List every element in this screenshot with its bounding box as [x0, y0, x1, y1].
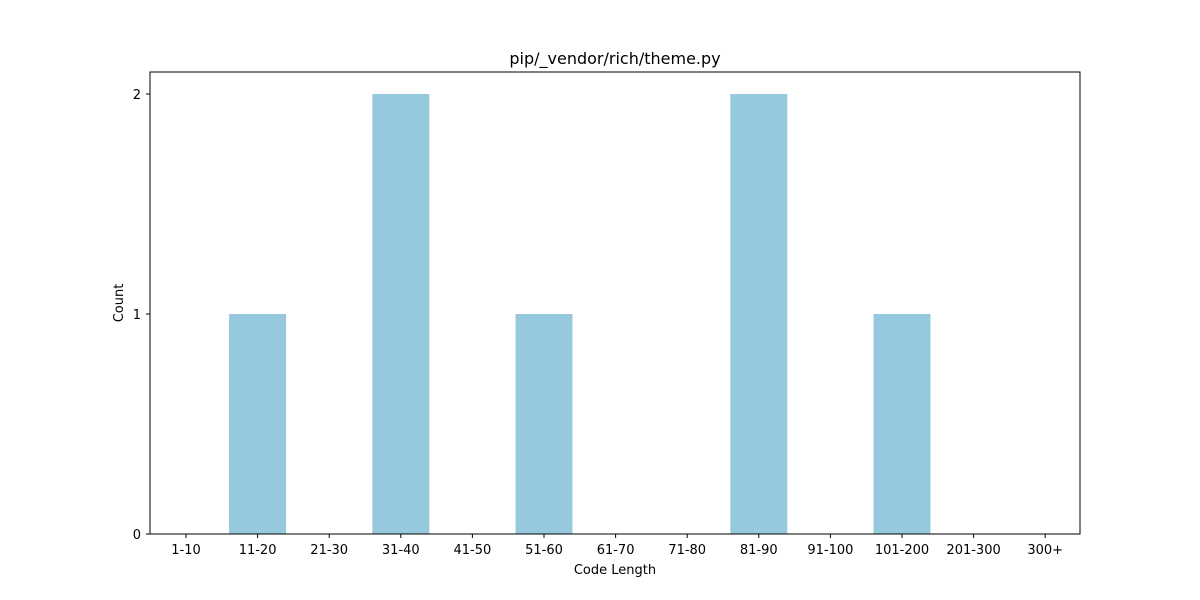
x-tick-label: 11-20: [239, 543, 277, 558]
x-axis: 1-10 11-20 21-30 31-40 41-50 51-60 61-70 71-80 8…: [171, 534, 1063, 558]
y-tick-label: 1: [133, 308, 141, 323]
bar-31-40: [372, 94, 430, 534]
bar-81-90: [730, 94, 788, 534]
bar-51-60: [515, 314, 573, 534]
y-axis-label: Count: [112, 284, 127, 323]
x-tick-label: 81-90: [740, 543, 778, 558]
bars-group: [229, 94, 931, 534]
x-tick-label: 41-50: [454, 543, 492, 558]
x-tick-label: 21-30: [310, 543, 348, 558]
x-tick-label: 71-80: [668, 543, 706, 558]
y-tick-label: 2: [133, 88, 141, 103]
x-tick-label: 1-10: [171, 543, 201, 558]
bar-11-20: [229, 314, 287, 534]
x-axis-label: Code Length: [574, 563, 656, 578]
x-tick-label: 91-100: [807, 543, 853, 558]
bar-101-200: [873, 314, 931, 534]
x-tick-label: 61-70: [597, 543, 635, 558]
y-axis: 0 1 2: [133, 88, 150, 543]
x-tick-label: 51-60: [525, 543, 563, 558]
chart-title: pip/_vendor/rich/theme.py: [509, 49, 720, 69]
x-tick-label: 201-300: [946, 543, 1000, 558]
x-tick-label: 101-200: [875, 543, 929, 558]
y-tick-label: 0: [133, 528, 141, 543]
x-tick-label: 31-40: [382, 543, 420, 558]
plot-frame: [149, 71, 1081, 535]
x-tick-label: 300+: [1027, 543, 1063, 558]
